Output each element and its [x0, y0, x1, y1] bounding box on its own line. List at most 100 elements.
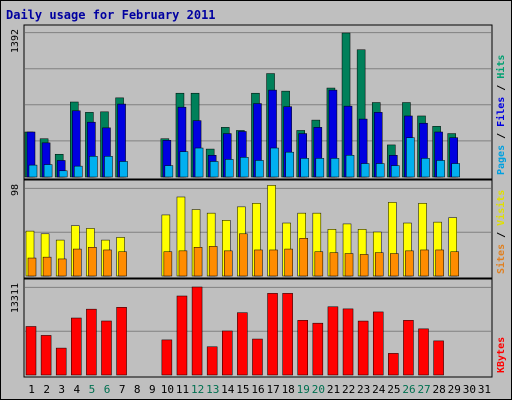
x-tick-label-day-20: 20	[312, 383, 325, 396]
bar-pages-day-29	[451, 163, 460, 178]
bar-kbytes-day-1	[25, 326, 37, 376]
bar-pages-day-18	[285, 151, 294, 178]
x-tick-label-day-21: 21	[327, 383, 340, 396]
bar-sites-day-21	[329, 252, 339, 277]
x-tick-label-day-29: 29	[448, 383, 461, 396]
chart-title: Daily usage for February 2011	[6, 8, 216, 22]
bar-pages-day-27	[421, 158, 430, 178]
bar-sites-day-18	[284, 248, 293, 277]
bar-pages-day-14	[225, 159, 234, 178]
bar-sites-day-16	[254, 249, 263, 277]
bar-sites-day-27	[420, 249, 429, 277]
bar-kbytes-day-26	[403, 320, 414, 376]
bar-pages-day-13	[209, 161, 219, 178]
bar-pages-day-20	[315, 158, 325, 178]
x-tick-label-day-14: 14	[221, 383, 235, 396]
x-tick-label-day-18: 18	[282, 383, 295, 396]
bar-pages-day-16	[255, 160, 264, 178]
bar-pages-day-25	[391, 165, 400, 178]
x-tick-label-day-17: 17	[266, 383, 279, 396]
x-tick-label-day-2: 2	[43, 383, 50, 396]
bar-sites-day-20	[314, 251, 324, 277]
x-tick-label-day-25: 25	[387, 383, 400, 396]
legend-entry: Visits	[495, 190, 507, 226]
x-tick-label-day-7: 7	[119, 383, 126, 396]
bar-kbytes-day-25	[388, 353, 399, 376]
bar-pages-day-4	[74, 165, 83, 178]
bar-pages-day-19	[300, 158, 309, 178]
bar-kbytes-day-10	[161, 339, 173, 376]
chart-panel-2: 98 Sites / Visits	[10, 179, 507, 279]
bar-pages-day-23	[360, 163, 370, 178]
x-tick-label-day-30: 30	[463, 383, 476, 396]
bar-pages-day-15	[240, 157, 249, 178]
bar-sites-day-14	[224, 250, 233, 277]
bar-pages-day-1	[28, 164, 38, 178]
bar-sites-day-10	[163, 251, 173, 277]
panel-series-legend: KBytes	[496, 337, 507, 373]
x-tick-label-day-16: 16	[251, 383, 264, 396]
x-tick-label-day-9: 9	[149, 383, 156, 396]
panel-max-label: 13311	[10, 283, 21, 313]
x-tick-label-day-28: 28	[433, 383, 446, 396]
bar-pages-day-5	[89, 156, 98, 178]
bar-sites-day-2	[42, 256, 52, 277]
bar-sites-day-22	[344, 253, 354, 277]
bar-kbytes-day-6	[101, 320, 112, 376]
x-tick-label-day-10: 10	[161, 383, 174, 396]
bar-kbytes-day-4	[71, 317, 82, 376]
bar-kbytes-day-17	[267, 293, 278, 376]
x-tick-label-day-5: 5	[89, 383, 96, 396]
bar-pages-day-7	[119, 161, 128, 178]
bar-sites-day-5	[88, 247, 97, 277]
bar-sites-day-15	[239, 233, 248, 277]
bar-pages-day-22	[345, 155, 355, 178]
bar-kbytes-day-13	[206, 346, 218, 376]
bar-sites-day-26	[405, 250, 414, 277]
bar-sites-day-12	[193, 247, 203, 277]
x-tick-label-day-23: 23	[357, 383, 370, 396]
bar-sites-day-11	[178, 250, 188, 277]
bar-kbytes-day-11	[176, 295, 188, 376]
bar-sites-day-28	[435, 249, 444, 277]
x-tick-label-day-27: 27	[417, 383, 430, 396]
bar-kbytes-day-16	[252, 338, 263, 376]
bar-sites-day-24	[374, 252, 384, 277]
panel-max-label: 98	[10, 184, 21, 196]
bar-kbytes-day-28	[433, 340, 444, 376]
bar-pages-day-3	[58, 170, 68, 178]
legend-entry: /	[496, 127, 507, 145]
bar-sites-day-4	[73, 248, 82, 277]
bar-kbytes-day-27	[418, 328, 429, 376]
bar-kbytes-day-20	[312, 322, 324, 376]
panel-series-legend: Pages / Files / Hits	[495, 55, 507, 175]
bar-kbytes-day-12	[191, 286, 203, 376]
bar-sites-day-29	[450, 251, 459, 277]
legend-entry: Files	[495, 97, 507, 127]
bar-pages-day-2	[43, 164, 53, 178]
bar-sites-day-6	[103, 249, 112, 277]
bar-kbytes-day-5	[86, 308, 97, 376]
bar-kbytes-day-23	[357, 320, 369, 376]
x-tick-label-day-19: 19	[297, 383, 310, 396]
x-tick-label-day-22: 22	[342, 383, 355, 396]
bar-sites-day-19	[299, 238, 308, 277]
x-tick-label-day-11: 11	[176, 383, 189, 396]
x-tick-label-day-24: 24	[372, 383, 386, 396]
bar-kbytes-day-7	[116, 307, 127, 376]
chart-panel-1: 1392 Pages / Files / Hits	[10, 24, 507, 180]
bar-kbytes-day-22	[342, 308, 354, 376]
bar-sites-day-13	[208, 246, 218, 277]
bar-pages-day-6	[104, 156, 113, 178]
bar-kbytes-day-18	[282, 293, 293, 376]
x-tick-label-day-1: 1	[28, 383, 35, 396]
x-tick-label-day-6: 6	[104, 383, 111, 396]
bar-sites-day-17	[269, 249, 278, 277]
bar-pages-day-17	[270, 147, 279, 178]
bar-kbytes-day-15	[237, 312, 248, 376]
x-tick-label-day-8: 8	[134, 383, 141, 396]
x-tick-label-day-31: 31	[478, 383, 491, 396]
bar-pages-day-28	[436, 160, 445, 178]
legend-entry: Pages	[496, 145, 507, 175]
